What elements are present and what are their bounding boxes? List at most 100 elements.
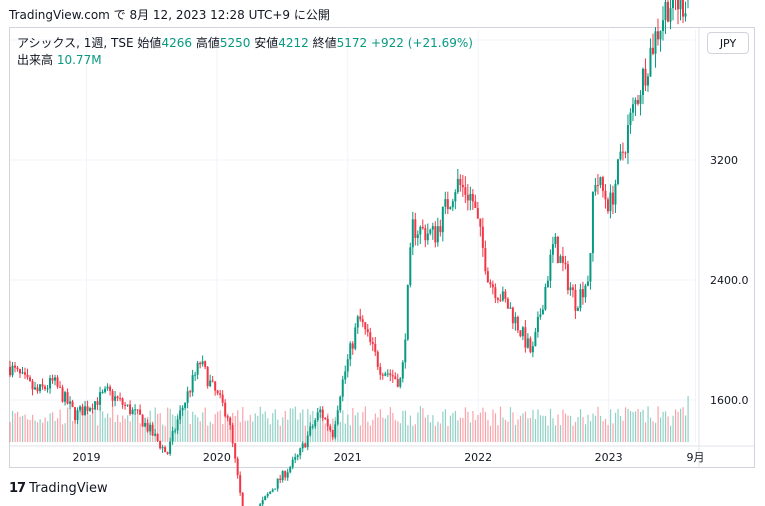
volume-bar <box>192 411 194 442</box>
candle-body <box>406 285 409 340</box>
candle-body <box>329 426 332 431</box>
volume-bar <box>44 417 46 442</box>
candle-body <box>356 316 359 328</box>
volume-bar <box>562 409 564 442</box>
candle-body <box>94 401 97 410</box>
volume-bar <box>614 412 617 442</box>
candle-body <box>351 343 354 349</box>
candle-body <box>344 371 347 380</box>
candle-body <box>31 380 34 390</box>
candle-body <box>51 377 54 381</box>
candle-body <box>176 419 179 431</box>
time-tick-label: 2022 <box>464 451 492 464</box>
candle-body <box>619 151 622 160</box>
candle-body <box>34 387 37 390</box>
volume-bar <box>222 423 224 442</box>
volume-bar <box>397 421 399 442</box>
volume-bar <box>424 417 427 442</box>
volume-bar <box>264 411 266 442</box>
tradingview-footer[interactable]: 17 TradingView <box>9 481 108 496</box>
candle-body <box>419 226 422 235</box>
candle-body <box>606 199 609 212</box>
candle-body <box>399 378 402 387</box>
candle-body <box>454 192 457 202</box>
volume-bar <box>394 420 396 442</box>
candle-body <box>534 332 537 347</box>
tradingview-logo-icon: 17 <box>9 481 26 496</box>
candle-body <box>346 359 349 372</box>
volume-bar <box>274 409 276 442</box>
volume-bar <box>19 416 21 442</box>
candle-body <box>494 287 497 299</box>
volume-bar <box>442 411 444 442</box>
volume-bar <box>572 425 574 442</box>
candle-body <box>496 298 499 300</box>
volume-bar <box>439 423 442 442</box>
candle-body <box>386 373 389 375</box>
candle-body <box>274 488 277 490</box>
candle-body <box>439 226 442 233</box>
volume-bar <box>674 409 677 442</box>
volume-bar <box>134 412 136 442</box>
candle-body <box>421 226 424 229</box>
volume-bar <box>549 408 552 442</box>
volume-bar <box>664 411 667 442</box>
volume-bar <box>109 417 111 442</box>
volume-bar <box>554 425 557 442</box>
volume-bar <box>602 421 604 442</box>
volume-bar <box>337 419 339 442</box>
candle-body <box>224 402 227 417</box>
volume-bar <box>627 408 629 442</box>
volume-bar <box>87 412 89 442</box>
volume-bar <box>687 396 689 442</box>
volume-bar <box>534 419 537 442</box>
candle-body <box>126 404 129 406</box>
candle-body <box>104 388 107 393</box>
candle-body <box>624 152 627 154</box>
candle-body <box>466 194 469 201</box>
close-label: 終値 <box>312 36 337 50</box>
candle-body <box>281 471 284 480</box>
volume-bar <box>677 411 679 442</box>
currency-button[interactable]: JPY <box>707 32 749 54</box>
candle-body <box>416 234 419 238</box>
candle-body <box>49 377 52 389</box>
candle-body <box>431 226 434 230</box>
candle-body <box>526 338 529 348</box>
volume-bar <box>154 407 156 442</box>
volume-bar <box>167 407 169 442</box>
volume-bar <box>14 413 16 442</box>
candle-body <box>266 493 269 497</box>
volume-bar <box>544 416 547 442</box>
volume-bar <box>339 422 341 442</box>
volume-bar <box>24 414 26 442</box>
price-tick-label: 3200 <box>710 154 738 167</box>
candle-body <box>411 219 414 248</box>
candle-body <box>649 47 652 77</box>
candle-body <box>511 307 514 324</box>
volume-bar <box>137 413 139 442</box>
volume-bar <box>359 425 361 442</box>
volume-bar <box>584 424 587 442</box>
candle-body <box>16 367 19 370</box>
candle-body <box>579 289 582 309</box>
volume-bar <box>202 412 204 442</box>
candle-body <box>436 226 439 243</box>
candle-body <box>644 68 647 86</box>
candle-body <box>101 392 104 394</box>
candle-body <box>501 291 504 301</box>
candle-body <box>96 401 99 405</box>
candle-body <box>509 307 512 309</box>
volume-bar <box>574 421 577 442</box>
symbol-name[interactable]: アシックス, 1週, TSE <box>17 36 134 50</box>
candle-body <box>401 362 404 379</box>
volume-bar <box>529 417 532 442</box>
volume-bar <box>547 425 549 442</box>
volume-bar <box>399 423 401 442</box>
volume-bar <box>157 413 159 442</box>
volume-bar <box>292 408 294 442</box>
volume-bar <box>604 418 607 442</box>
volume-bar <box>94 407 96 442</box>
volume-bar <box>349 425 351 442</box>
